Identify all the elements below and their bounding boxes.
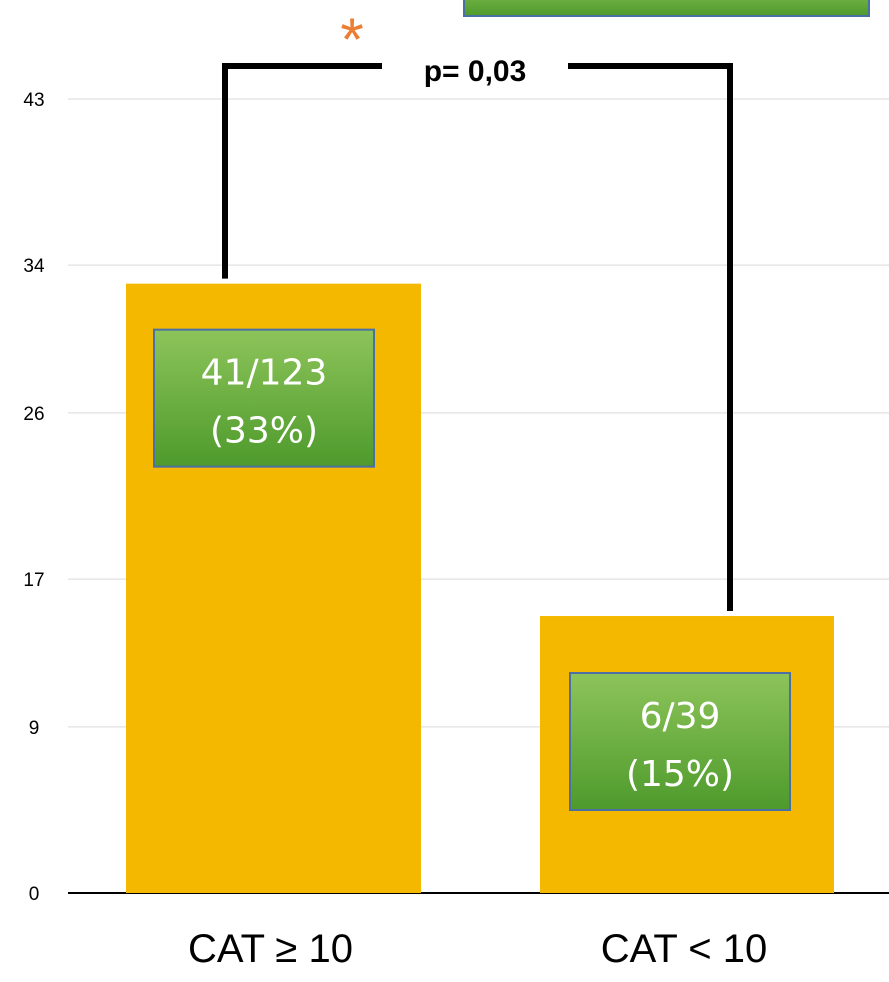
y-tick-label: 43 [23, 90, 44, 111]
significance-bracket: p= 0,03 * [222, 6, 733, 612]
cropped-label-box [463, 0, 870, 17]
data-label-box [153, 328, 375, 468]
y-tick-label: 9 [29, 718, 40, 739]
y-tick-label: 0 [29, 884, 40, 905]
y-tick-label: 26 [23, 404, 44, 425]
data-label: 41/123 [201, 353, 328, 394]
data-labels: 41/123 (33%) 6/39 (15%) [153, 328, 791, 812]
y-tick-label: 17 [23, 570, 44, 591]
data-label: (15%) [626, 754, 734, 795]
data-label-box [569, 672, 791, 812]
category-label: CAT ≥ 10 [188, 927, 353, 971]
y-tick-label: 34 [23, 256, 45, 277]
data-label: (33%) [210, 411, 318, 452]
x-axis: CAT ≥ 10 CAT < 10 [188, 927, 767, 971]
data-label: 6/39 [640, 696, 721, 737]
significance-asterisk: * [340, 6, 363, 73]
category-label: CAT < 10 [601, 927, 767, 971]
p-value-label: p= 0,03 [424, 55, 527, 88]
